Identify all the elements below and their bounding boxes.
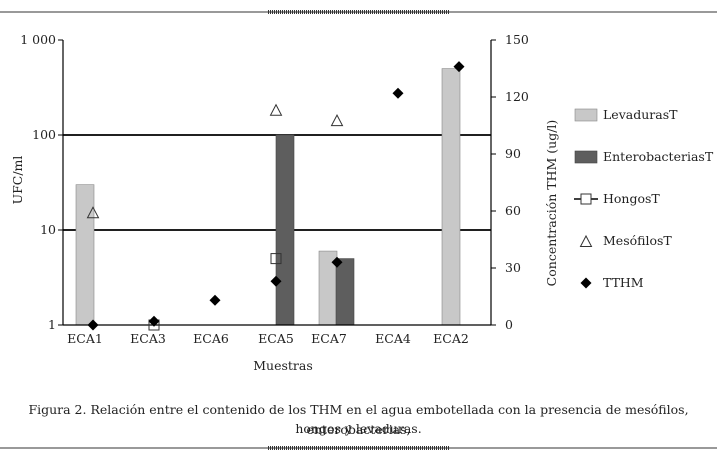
marker-tthm xyxy=(148,315,160,327)
marker-mesofilos xyxy=(330,114,344,127)
legend-swatch-tthm xyxy=(580,277,592,289)
bar-levaduras xyxy=(441,68,461,326)
marker-hongos xyxy=(270,253,282,265)
x-tick-label: ECA1 xyxy=(67,331,103,346)
marker-mesofilos xyxy=(269,103,283,116)
figure-caption-line-2: hongos y levaduras. xyxy=(295,421,422,436)
marker-tthm xyxy=(453,61,465,73)
left-tick-label: 100 xyxy=(32,127,56,142)
legend-label: TTHM xyxy=(603,275,644,290)
right-tick-label: 0 xyxy=(505,317,513,332)
marker-tthm xyxy=(331,256,343,268)
x-tick-label: ECA4 xyxy=(375,331,411,346)
legend-swatch-levaduras xyxy=(574,108,598,122)
x-tick-label: ECA3 xyxy=(130,331,166,346)
marker-tthm xyxy=(392,87,404,99)
legend-swatch-hongos xyxy=(580,193,592,205)
right-tick-label: 30 xyxy=(505,260,521,275)
marker-mesofilos xyxy=(86,206,100,219)
legend-label: LevadurasT xyxy=(603,107,678,122)
y-axis-left-title: UFC/ml xyxy=(10,156,25,205)
left-tick-label: 1 xyxy=(48,317,56,332)
legend-swatch-mesofilos xyxy=(579,234,593,247)
bar-enterobacterias xyxy=(275,134,295,326)
marker-tthm xyxy=(209,294,221,306)
y-axis-right-title: Concentración THM (ug/l) xyxy=(544,120,559,287)
right-tick-label: 90 xyxy=(505,146,521,161)
bar-levaduras xyxy=(75,184,95,326)
bar-enterobacterias xyxy=(335,258,355,326)
marker-tthm xyxy=(270,275,282,287)
x-tick-label: ECA7 xyxy=(311,331,347,346)
x-tick-label: ECA6 xyxy=(193,331,229,346)
legend-label: EnterobacteriasT xyxy=(603,149,714,164)
legend-label: MesófilosT xyxy=(603,233,672,248)
right-tick-label: 150 xyxy=(505,32,529,47)
figure-caption-line-1: Figura 2. Relación entre el contenido de… xyxy=(28,402,689,437)
x-tick-label: ECA5 xyxy=(258,331,294,346)
left-tick-label: 10 xyxy=(40,222,56,237)
x-axis-title: Muestras xyxy=(253,358,313,373)
marker-tthm xyxy=(87,319,99,331)
right-tick-label: 60 xyxy=(505,203,521,218)
x-tick-label: ECA2 xyxy=(433,331,469,346)
left-tick-label: 1 000 xyxy=(20,32,56,47)
right-tick-label: 120 xyxy=(505,89,529,104)
legend-label: HongosT xyxy=(603,191,660,206)
legend-swatch-enterobacterias xyxy=(574,150,598,164)
